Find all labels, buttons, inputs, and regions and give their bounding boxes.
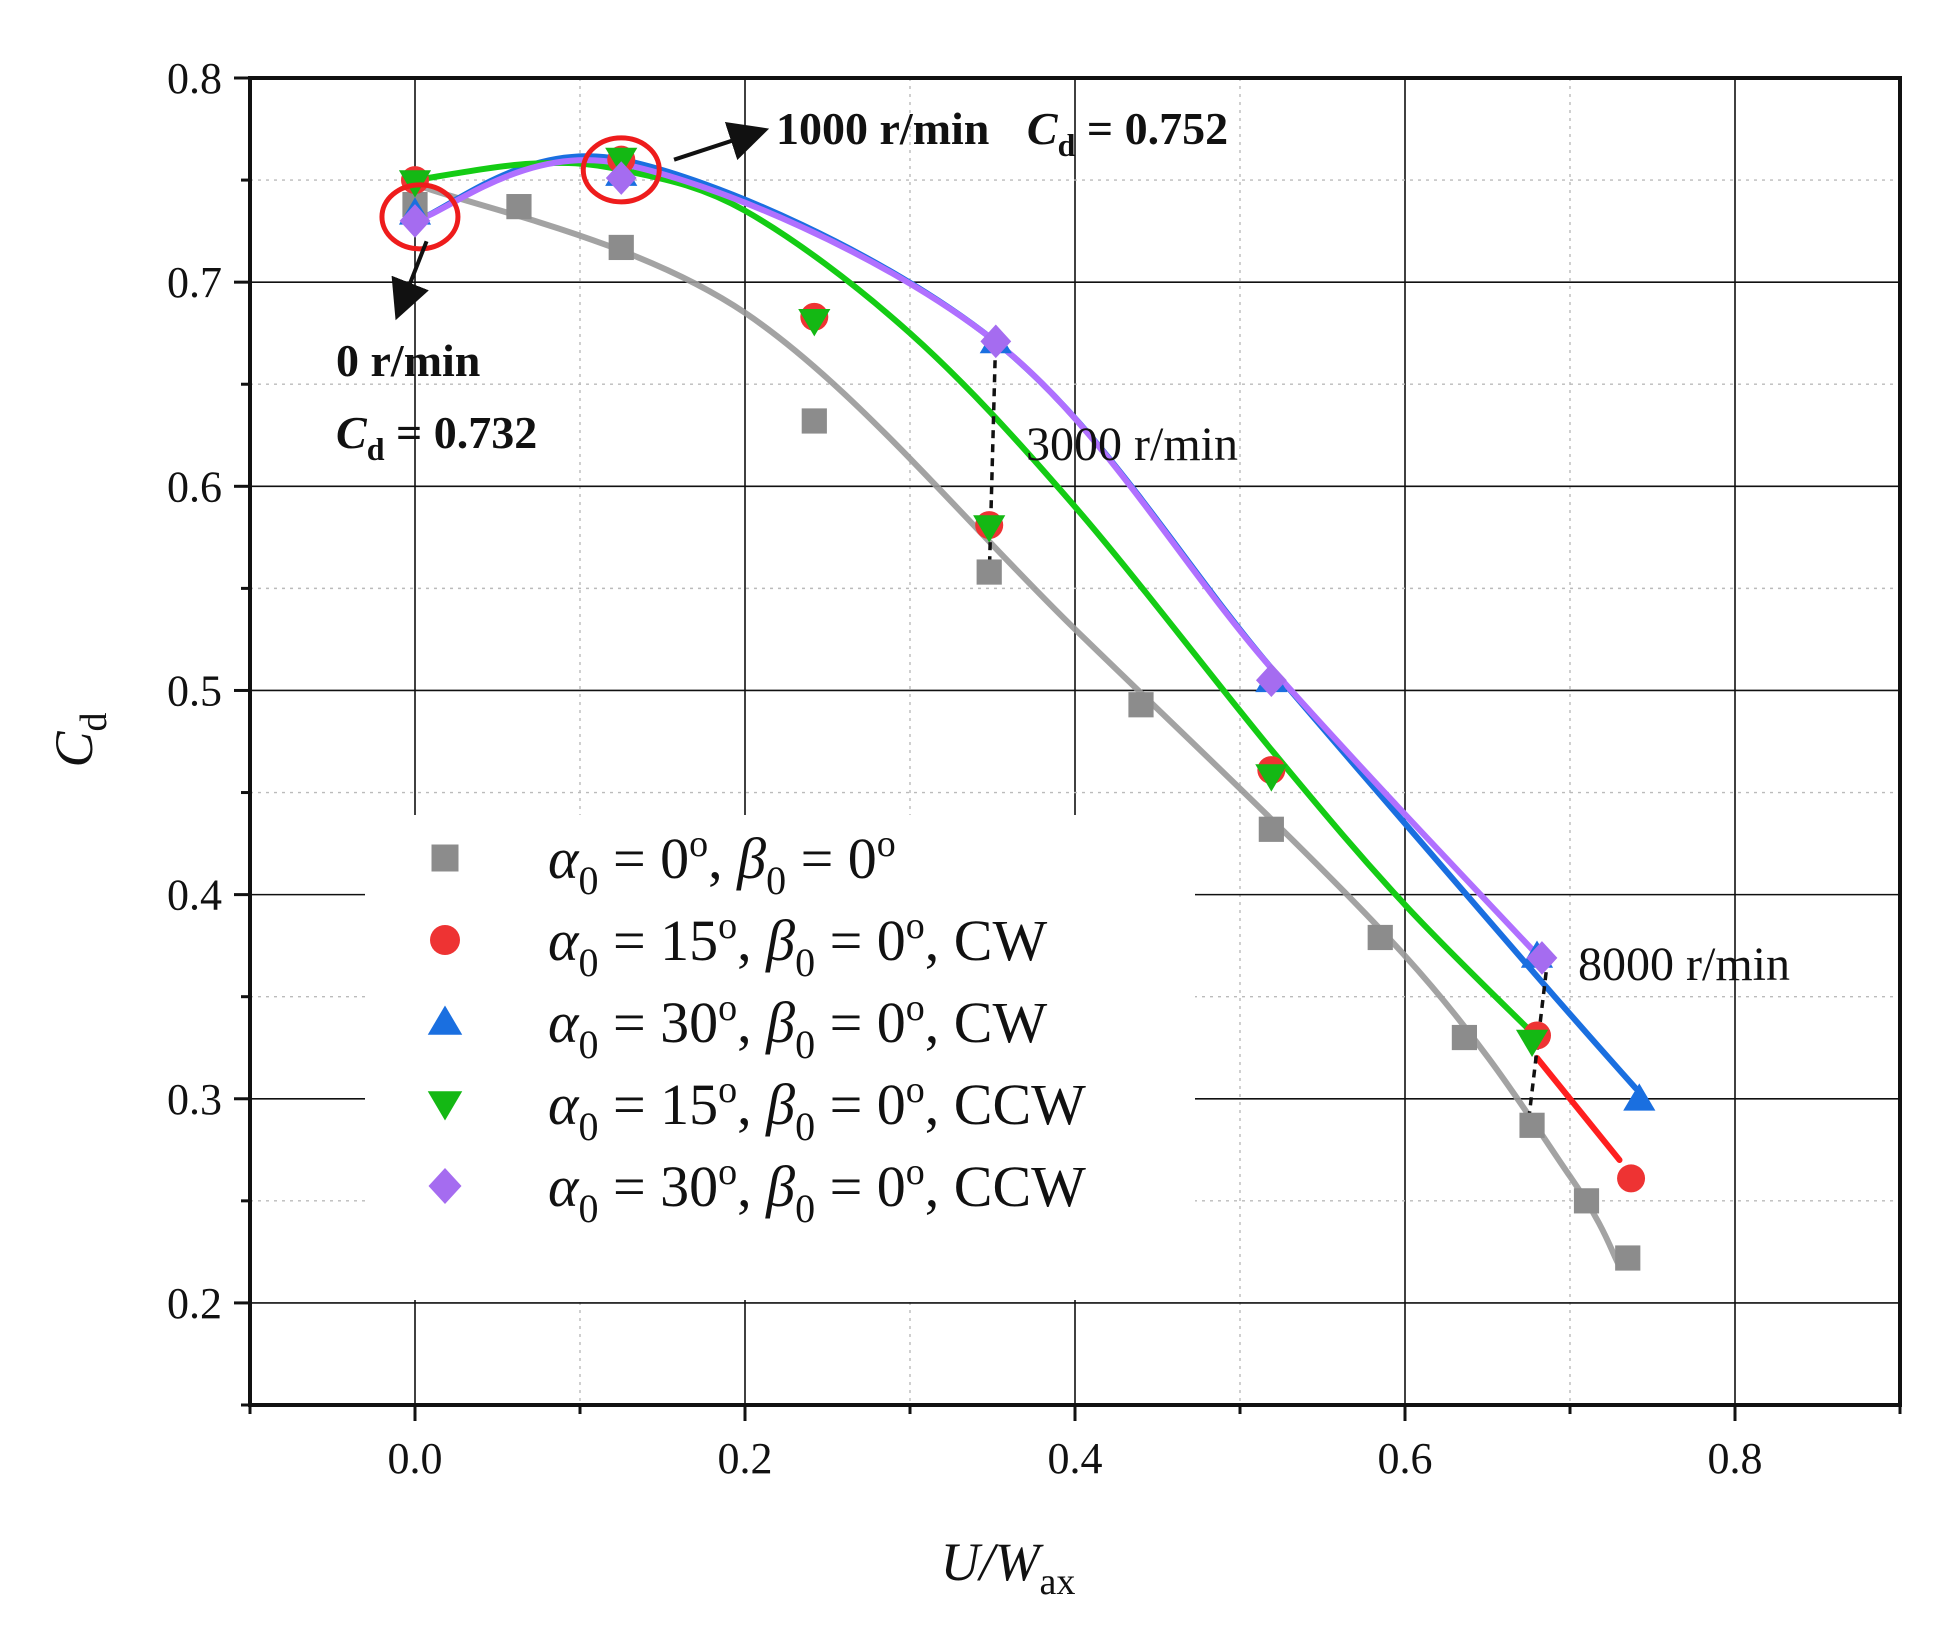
data-point-series-0 — [801, 408, 827, 434]
y-tick-label: 0.4 — [167, 871, 222, 920]
data-point-series-3 — [798, 309, 831, 337]
data-point-series-0 — [1573, 1188, 1600, 1214]
y-tick-label: 0.6 — [167, 462, 222, 511]
annotation-arrow — [391, 240, 429, 321]
fit-curve — [412, 159, 1540, 1041]
data-point-series-0 — [976, 559, 1002, 585]
legend-marker — [427, 1091, 463, 1121]
x-axis-title: U/Wax — [941, 1532, 1076, 1603]
data-point-series-4 — [980, 324, 1012, 359]
data-point-series-0 — [1367, 924, 1393, 951]
x-tick-label: 0.2 — [718, 1434, 773, 1483]
data-point-series-0 — [1451, 1024, 1477, 1051]
x-tick-label: 0.0 — [388, 1434, 443, 1483]
data-point-series-4 — [1526, 941, 1558, 975]
y-tick-label: 0.8 — [167, 54, 222, 103]
x-tick-label: 0.6 — [1378, 1434, 1433, 1483]
data-point-series-4 — [399, 204, 431, 238]
data-markers — [398, 145, 1656, 1271]
annotation-arrow — [673, 122, 770, 162]
y-tick-label: 0.7 — [167, 258, 222, 307]
annotation-cd-0rpm: Cd = 0.732 — [336, 407, 537, 467]
legend-label: α0 = 30o, β0 = 0o, CW — [548, 987, 1047, 1067]
data-point-series-0 — [506, 194, 532, 220]
data-point-series-3 — [973, 515, 1006, 543]
data-point-series-4 — [605, 161, 637, 195]
legend-background — [365, 815, 1195, 1300]
legend-marker — [430, 925, 460, 955]
data-point-series-3 — [1255, 764, 1288, 792]
data-point-series-0 — [1258, 816, 1284, 842]
y-tick-label: 0.5 — [167, 666, 222, 715]
data-point-series-4 — [1255, 663, 1287, 698]
data-point-series-0 — [1615, 1245, 1641, 1271]
data-point-series-0 — [1519, 1112, 1545, 1138]
legend-label: α0 = 15o, β0 = 0o, CW — [548, 905, 1047, 985]
legend-marker — [428, 1168, 462, 1204]
annotation-8000rpm: 8000 r/min — [1578, 938, 1790, 991]
annotation-3000rpm: 3000 r/min — [1026, 418, 1238, 471]
legend-marker — [427, 1005, 463, 1035]
y-tick-label: 0.3 — [167, 1075, 222, 1124]
legend-label: α0 = 30o, β0 = 0o, CCW — [548, 1151, 1086, 1231]
legend-label: α0 = 15o, β0 = 0o, CCW — [548, 1069, 1086, 1149]
data-point-series-2 — [1623, 1083, 1656, 1111]
x-tick-label: 0.8 — [1708, 1434, 1763, 1483]
axes: 0.0 0.2 0.4 0.6 0.8 0.2 0.3 0.4 0.5 0.6 0.7 0.8 — [167, 54, 1902, 1483]
data-point-series-0 — [608, 234, 634, 261]
y-tick-label: 0.2 — [167, 1279, 222, 1328]
highlight-circle — [580, 135, 662, 205]
highlight-circle — [379, 182, 461, 252]
y-axis-title: Cd — [44, 712, 115, 767]
data-point-series-3 — [1515, 1029, 1549, 1058]
legend-label: α0 = 0o, β0 = 0o — [548, 823, 896, 903]
data-point-series-1 — [1617, 1164, 1646, 1193]
annotations — [379, 122, 770, 321]
annotation-1000rpm: 1000 r/min Cd = 0.752 — [776, 103, 1228, 163]
annotation-0rpm: 0 r/min — [336, 335, 480, 386]
data-point-series-0 — [1128, 692, 1154, 718]
fit-curve — [1534, 1054, 1623, 1164]
legend-marker — [431, 844, 459, 872]
x-tick-label: 0.4 — [1048, 1434, 1103, 1483]
